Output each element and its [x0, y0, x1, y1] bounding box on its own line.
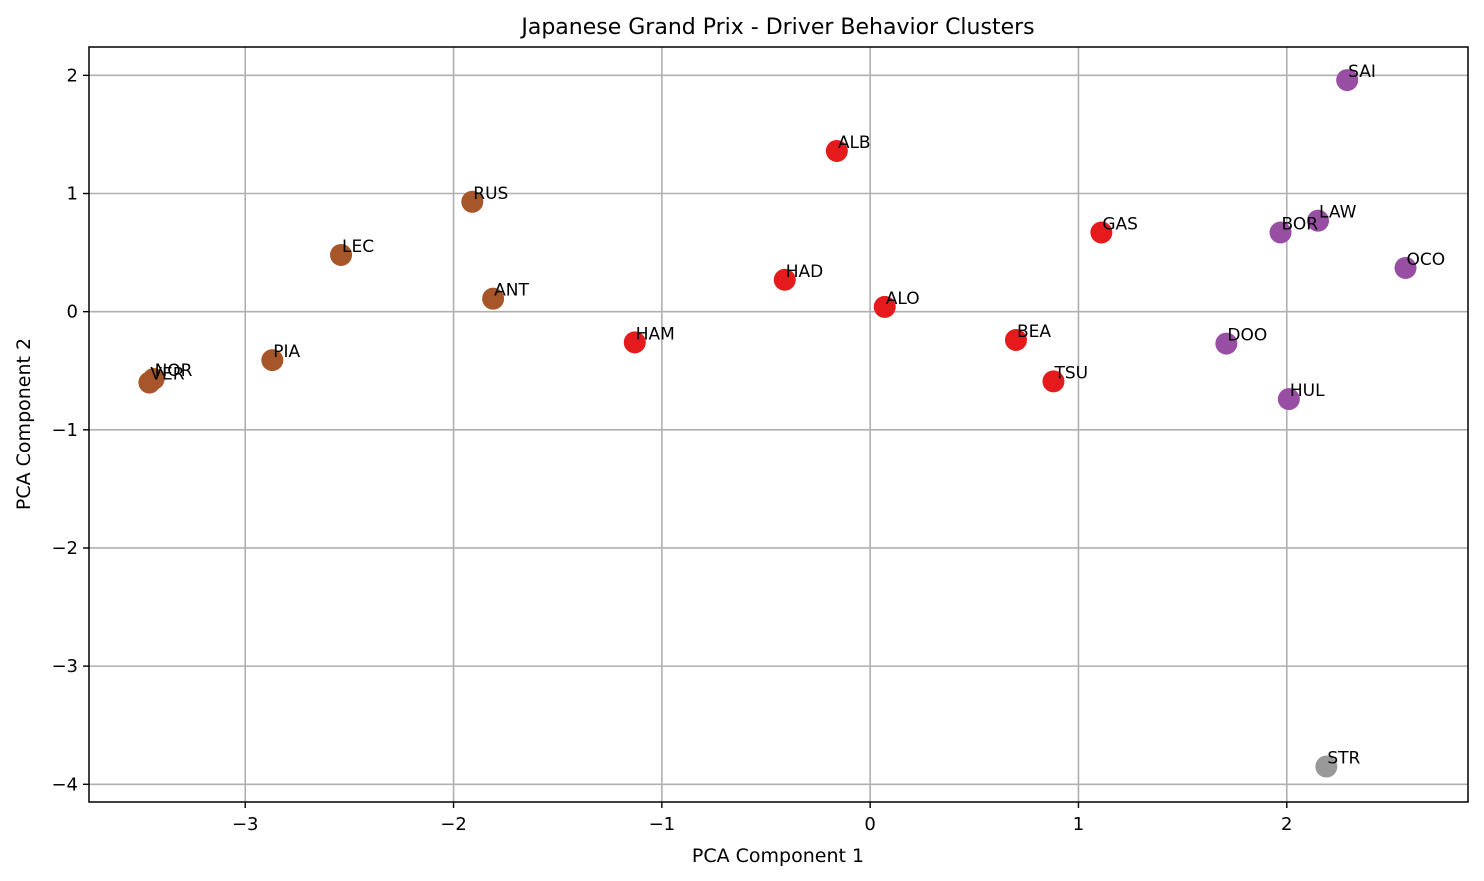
point-label-doo: DOO: [1227, 326, 1267, 346]
point-label-had: HAD: [786, 262, 824, 282]
point-label-pia: PIA: [273, 342, 300, 362]
data-point-gas: [1090, 221, 1113, 244]
x-tick-label: −3: [232, 814, 259, 835]
chart-title: Japanese Grand Prix - Driver Behavior Cl…: [519, 15, 1034, 40]
point-label-oco: OCO: [1407, 250, 1446, 270]
x-axis-ticks: −3 −2 −1 0 1 2: [232, 802, 1292, 835]
grid-lines: [89, 47, 1468, 802]
point-label-gas: GAS: [1102, 215, 1138, 235]
data-point-law: [1307, 209, 1330, 232]
plot-frame: [88, 46, 1469, 803]
point-label-nor: NOR: [155, 361, 193, 381]
y-tick-label: −1: [51, 420, 78, 441]
x-tick-label: 2: [1281, 814, 1292, 835]
data-point-alo: [873, 295, 896, 318]
point-label-bea: BEA: [1017, 322, 1051, 342]
point-label-str: STR: [1327, 749, 1360, 769]
x-tick-label: −2: [440, 814, 467, 835]
y-axis-ticks: −4 −3 −2 −1 0 1 2: [51, 65, 89, 795]
data-point-alb: [825, 139, 848, 162]
point-label-lec: LEC: [342, 237, 374, 257]
x-tick-label: 1: [1073, 814, 1084, 835]
data-point-pia: [261, 349, 284, 372]
y-tick-label: 0: [67, 302, 78, 323]
data-point-tsu: [1042, 370, 1065, 393]
data-points: [138, 69, 1417, 778]
point-label-sai: SAI: [1348, 62, 1376, 82]
point-label-ham: HAM: [636, 324, 675, 344]
x-tick-label: 0: [864, 814, 875, 835]
data-point-ver: [138, 371, 161, 394]
y-axis-label: PCA Component 2: [13, 338, 35, 510]
y-tick-label: 2: [67, 65, 78, 86]
data-point-oco: [1394, 256, 1417, 279]
y-tick-label: −3: [51, 656, 78, 677]
data-point-doo: [1215, 332, 1238, 355]
data-point-rus: [461, 190, 484, 213]
data-point-ham: [623, 331, 646, 354]
point-label-rus: RUS: [473, 184, 508, 204]
data-point-sai: [1336, 69, 1359, 92]
point-label-tsu: TSU: [1053, 363, 1088, 383]
point-label-hul: HUL: [1290, 381, 1325, 401]
y-tick-label: −2: [51, 538, 78, 559]
point-label-alb: ALB: [838, 133, 871, 153]
data-point-bor: [1269, 221, 1292, 244]
point-label-ant: ANT: [494, 281, 529, 301]
y-tick-label: 1: [67, 184, 78, 205]
point-label-alo: ALO: [886, 289, 920, 309]
x-tick-label: −1: [649, 814, 676, 835]
data-point-str: [1315, 755, 1338, 778]
x-axis-label: PCA Component 1: [692, 845, 864, 867]
point-label-law: LAW: [1319, 203, 1357, 223]
data-point-hul: [1277, 388, 1300, 411]
y-tick-label: −4: [51, 774, 78, 795]
point-label-ver: VER: [150, 365, 184, 385]
data-point-ant: [482, 287, 505, 310]
point-label-bor: BOR: [1282, 215, 1319, 235]
data-point-bea: [1004, 329, 1027, 352]
data-point-had: [773, 268, 796, 291]
data-point-lec: [330, 243, 353, 266]
